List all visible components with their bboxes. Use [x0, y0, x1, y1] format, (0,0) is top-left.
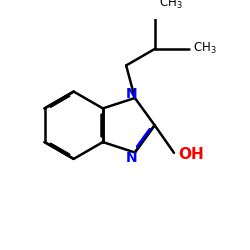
Text: N: N [126, 151, 137, 165]
Text: N: N [126, 86, 137, 101]
Text: CH$_3$: CH$_3$ [159, 0, 182, 12]
Text: OH: OH [178, 147, 204, 162]
Text: CH$_3$: CH$_3$ [194, 41, 217, 56]
